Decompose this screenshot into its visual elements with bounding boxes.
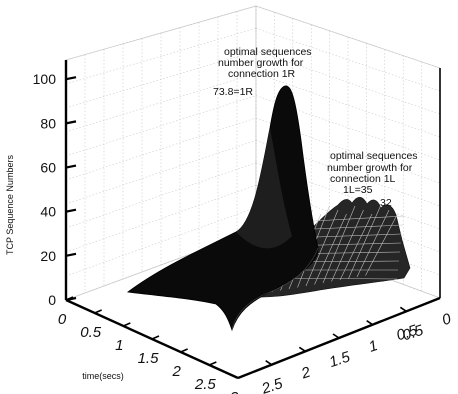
y-tick-label: 2 <box>298 363 313 382</box>
annotation-1R-line-1: optimal sequences <box>224 46 312 58</box>
z-tick-label: 100 <box>33 71 57 87</box>
y-tick-label-right: 0.5 <box>400 322 426 345</box>
surface-1R-shade <box>236 128 292 249</box>
y-tick-mark <box>332 333 340 339</box>
x-tick-mark <box>237 374 246 379</box>
y-tick-mark <box>265 360 273 366</box>
annotation-1R-line-3: connection 1R <box>228 68 296 80</box>
mesh-line <box>348 205 381 279</box>
mesh-line <box>295 215 405 223</box>
x-tick-label: 0 <box>58 311 67 328</box>
z-tick-mark <box>65 208 77 213</box>
y-axis-ticks-right: 00.5 <box>400 310 453 344</box>
peak-label-1R: 73.8=1R <box>213 86 253 98</box>
x-tick-mark <box>151 335 160 340</box>
annotation-1L: optimal sequences number growth for conn… <box>327 150 418 209</box>
y-tick-label: 2.5 <box>259 375 286 394</box>
z-tick-label: 60 <box>40 160 56 176</box>
mesh-line <box>305 209 339 287</box>
x-tick-label: 2 <box>171 363 181 380</box>
z-axis-label: TCP Sequence Numbers <box>5 155 15 255</box>
x-tick-mark <box>94 309 102 314</box>
mesh-line <box>365 213 398 276</box>
y-tick-mark <box>366 320 374 326</box>
x-axis-ticks: 0 0.5 1 1.5 2 2.5 3 <box>58 296 246 394</box>
z-tick-label: 80 <box>40 115 56 131</box>
x-tick-mark <box>123 322 131 327</box>
grid-line <box>65 72 257 133</box>
x-axis-label: time(secs) <box>82 371 124 381</box>
mesh-line <box>339 213 373 281</box>
annotation-1R-line-2: number growth for <box>218 57 304 69</box>
x-tick-mark <box>65 296 74 301</box>
mesh-line <box>331 209 364 282</box>
z-tick-mark <box>65 252 77 257</box>
x-tick-label: 1.5 <box>138 350 160 367</box>
surface-1R-ridge <box>231 247 319 331</box>
x-tick-label: 3 <box>230 389 239 394</box>
z-tick-label: 0 <box>48 292 56 308</box>
y-tick-label: 1.5 <box>327 348 353 371</box>
x-tick-mark <box>209 361 217 366</box>
z-tick-mark <box>65 164 77 169</box>
annotation-1L-line-3: connection 1L <box>330 173 396 185</box>
z-tick-label: 20 <box>40 248 56 264</box>
annotation-1R: optimal sequences number growth for conn… <box>213 46 312 98</box>
grid-line <box>255 50 441 115</box>
z-tick-mark <box>65 120 77 125</box>
z-tick-label: 40 <box>40 204 56 220</box>
x-tick-label: 0.5 <box>80 324 102 341</box>
second-peak-label-1L: 32 <box>380 197 392 209</box>
grid-line <box>255 5 441 69</box>
grid-line <box>255 72 441 138</box>
annotation-1L-line-1: optimal sequences <box>330 150 418 162</box>
y-tick-label: 0.5 <box>394 322 420 345</box>
mesh-line <box>314 213 347 285</box>
y-tick-mark <box>298 346 306 352</box>
surface-1R <box>126 85 319 332</box>
grid-line <box>65 207 257 277</box>
x-tick-label: 2.5 <box>194 376 217 393</box>
y-tick-label: 1 <box>367 337 380 356</box>
z-axis-ticks: 0 20 40 60 80 100 <box>33 71 77 308</box>
grid-line <box>255 28 441 92</box>
x-tick-mark <box>180 348 188 353</box>
y-tick-label-right: 0 <box>440 310 454 329</box>
z-tick-mark <box>65 76 77 81</box>
x-tick-label: 1 <box>115 337 123 354</box>
peak-label-1L: 1L=35 <box>343 184 373 196</box>
y-tick-mark <box>399 306 407 312</box>
annotation-1L-line-2: number growth for <box>327 162 413 174</box>
grid-line <box>65 28 257 85</box>
